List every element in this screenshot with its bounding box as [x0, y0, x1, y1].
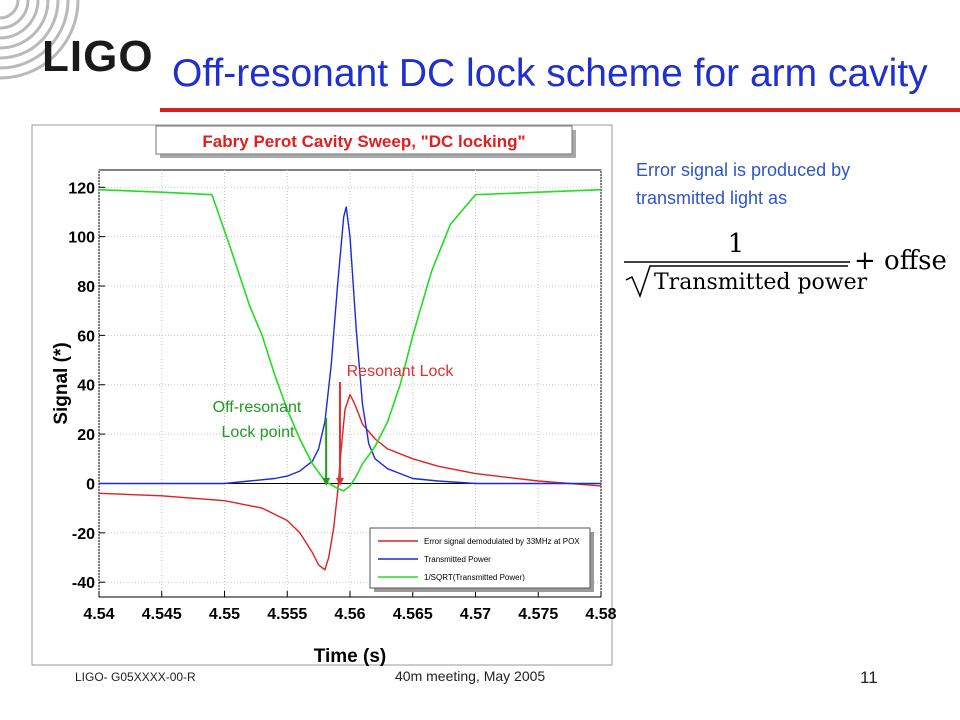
formula-sqrt-sign: [625, 265, 848, 299]
logo-arc: [0, 0, 20, 20]
y-tick-label: -20: [72, 526, 95, 543]
y-tick-label: 20: [77, 427, 95, 444]
footer-document-id: LIGO- G05XXXX-00-R: [75, 670, 196, 684]
transmitted-power-line: [99, 206, 601, 485]
x-tick-label: 4.575: [518, 606, 558, 623]
x-tick-label: 4.54: [83, 606, 114, 623]
ligo-logo: LIGO: [42, 32, 154, 81]
x-axis-label: Time (s): [314, 646, 387, 667]
off-resonant-label: Off-resonant: [213, 399, 302, 416]
x-tick-label: 4.545: [142, 606, 182, 623]
x-tick-label: 4.58: [585, 606, 616, 623]
chart-title: Fabry Perot Cavity Sweep, "DC locking": [202, 132, 525, 151]
legend-label: 1/SQRT(Transmitted Power): [424, 573, 525, 582]
logo-arc: [0, 0, 60, 60]
chart-title-box: [155, 125, 573, 155]
y-axis-label: Signal (*): [51, 342, 72, 424]
y-tick-label: 120: [68, 180, 95, 197]
slide-title: Off-resonant DC lock scheme for arm cavi…: [172, 52, 928, 95]
resonant-lock-label: Resonant Lock: [347, 363, 455, 380]
logo-arc: [0, 0, 30, 30]
error-signal-line: [98, 393, 602, 571]
legend-label: Error signal demodulated by 33MHz at POX: [424, 537, 580, 546]
x-tick-label: 4.565: [393, 606, 433, 623]
logo-arc: [0, 0, 80, 80]
logo-arc: [0, 0, 40, 40]
legend-box: [369, 527, 591, 589]
formula-numerator: 1: [728, 229, 745, 259]
y-tick-label: 100: [68, 230, 95, 247]
inverse-sqrt-line: [98, 188, 602, 492]
formula-suffix: + offset: [854, 246, 948, 276]
off-resonant-arrowhead: [322, 477, 331, 486]
formula: 1 Transmitted power + offset: [624, 229, 948, 299]
note-text: Error signal is produced by transmitted …: [636, 160, 851, 208]
y-tick-label: 0: [86, 476, 95, 493]
footer-meeting: 40m meeting, May 2005: [395, 668, 546, 684]
x-tick-label: 4.56: [334, 606, 365, 623]
x-tick-label: 4.55: [209, 606, 240, 623]
x-tick-label: 4.57: [460, 606, 491, 623]
resonant-lock-arrowhead: [335, 477, 344, 486]
logo-arc: [0, 0, 50, 50]
logo-arc: [0, 0, 70, 70]
y-tick-label: 60: [77, 328, 95, 345]
header-rule: [160, 108, 960, 112]
y-tick-label: 80: [77, 279, 95, 296]
y-tick-label: -40: [72, 575, 95, 592]
legend-label: Transmitted Power: [424, 555, 491, 564]
page-number: 11: [860, 668, 878, 687]
off-resonant-label: Lock point: [222, 424, 295, 441]
formula-denominator: Transmitted power: [654, 270, 868, 295]
y-tick-label: 40: [77, 378, 95, 395]
x-tick-label: 4.555: [267, 606, 307, 623]
